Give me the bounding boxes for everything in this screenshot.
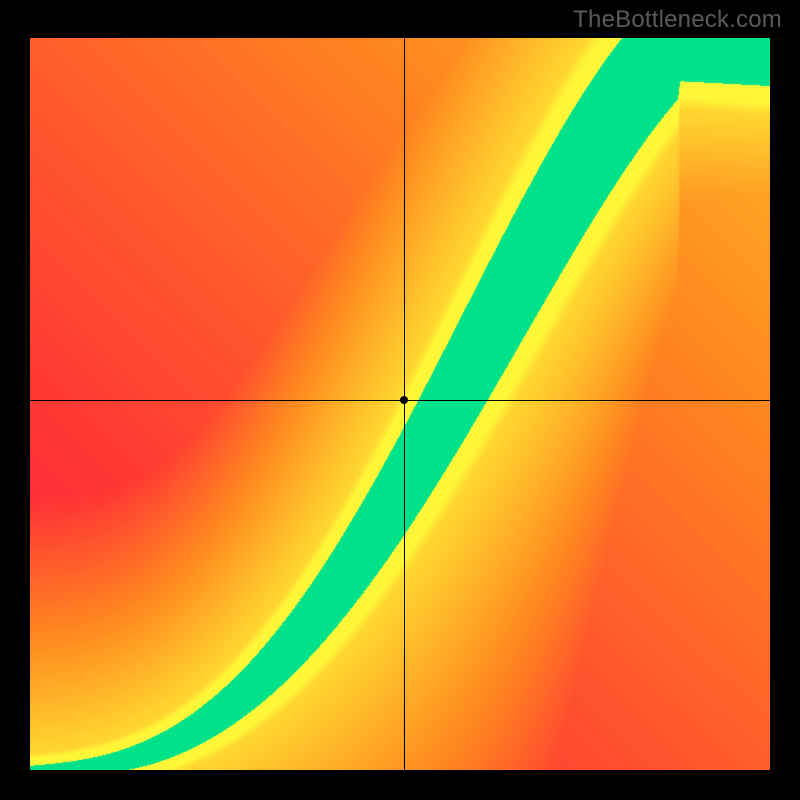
heatmap-plot bbox=[30, 38, 770, 770]
watermark-text: TheBottleneck.com bbox=[573, 6, 782, 34]
heatmap-canvas bbox=[30, 38, 770, 770]
crosshair-marker bbox=[400, 396, 408, 404]
